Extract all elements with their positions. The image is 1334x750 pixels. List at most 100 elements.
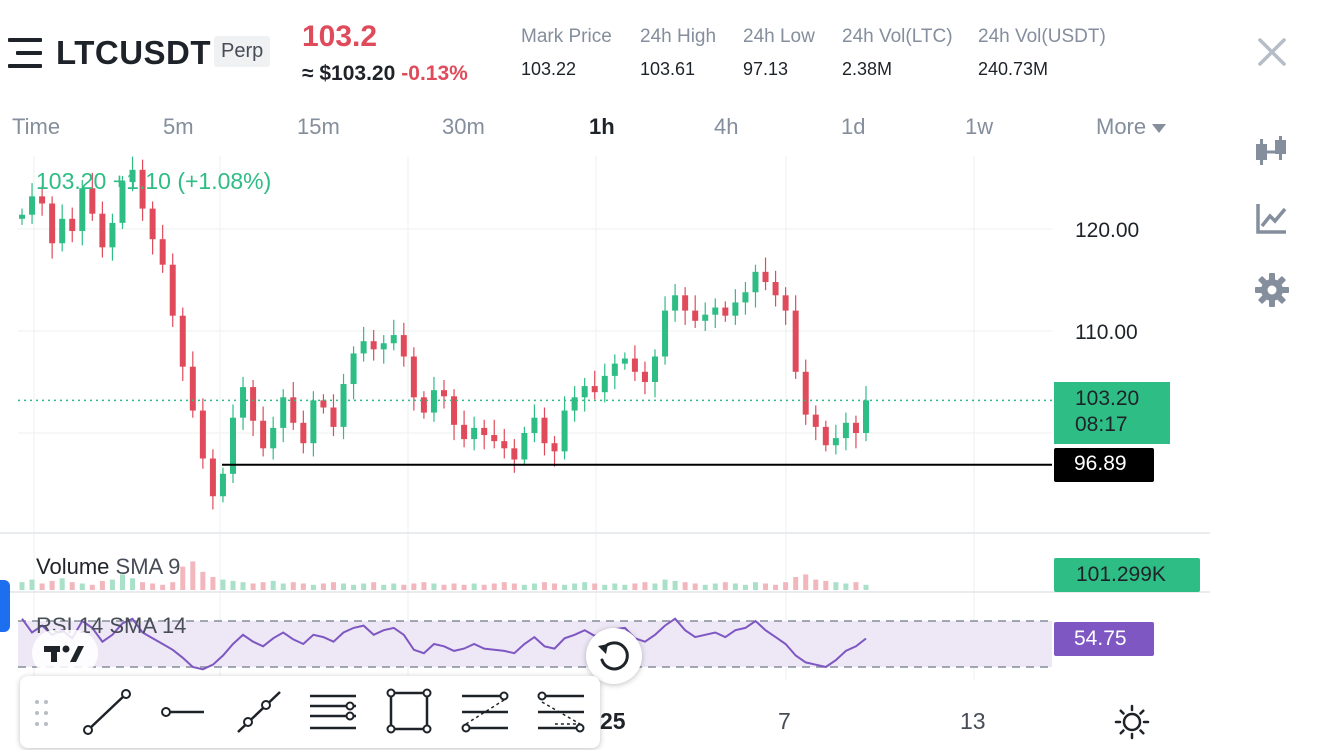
candle-body [370,341,377,350]
reset-chart-button[interactable] [586,628,642,684]
candle-body [591,386,598,393]
gear-icon[interactable] [1252,270,1292,310]
volume-bar [39,583,45,590]
interval-time[interactable]: Time [12,114,61,139]
volume-bar [29,579,35,590]
chart-area[interactable]: 103.20 +1.10 (+1.08%) 120.00 110.00 103.… [0,150,1240,750]
volume-bar [632,583,638,590]
volume-bar [260,582,266,590]
candle-body [682,295,689,311]
volume-bar [190,561,196,590]
volume-indicator-label[interactable]: Volume SMA 9 [36,554,180,580]
menu-icon[interactable] [8,38,42,68]
volume-bar [401,584,407,590]
candle-body [29,196,36,215]
drag-handle-icon[interactable] [32,698,52,728]
ray-tool-icon[interactable] [234,688,284,736]
fib-extension-tool-icon[interactable] [536,688,586,736]
candle-body [129,169,136,183]
interval-1w[interactable]: 1w [965,114,994,139]
interval-4h[interactable]: 4h [714,114,739,139]
interval-1h[interactable]: 1h [589,114,615,139]
candle-body [692,310,699,321]
fib-retracement-tool-icon[interactable] [460,688,510,736]
interval-15m[interactable]: 15m [297,114,340,139]
stat-24h-high: 24h High 103.61 [640,26,716,80]
volume-bar [481,584,487,590]
stat-value: 2.38M [842,59,893,79]
volume-bar [89,584,95,590]
candle-body [631,358,638,372]
volume-bar [220,579,226,590]
candle-body [199,410,206,459]
volume-bar [210,577,216,590]
candle-body [240,387,247,418]
volume-bar [119,574,125,590]
candle-body [541,417,548,444]
volume-bar [572,583,578,590]
left-panel-tab[interactable] [0,580,10,632]
interval-more-button[interactable]: More [1096,114,1167,140]
rsi-band [18,621,1052,667]
parallel-channel-tool-icon[interactable] [308,688,358,736]
volume-bar [722,582,728,590]
candle-body [762,271,769,283]
volume-bar [79,583,85,590]
candle-body [99,213,106,248]
volume-bar [361,583,367,590]
candle-body [551,443,558,452]
volume-bar [682,582,688,590]
candle-body [169,264,176,316]
stat-label: 24h Low [743,26,815,47]
candlestick-settings-icon[interactable] [1252,132,1292,172]
tradingview-logo-icon [44,645,84,662]
drawing-toolbar [20,676,600,748]
candle-body [451,396,458,425]
volume-bar [180,566,186,590]
volume-bar [552,583,558,590]
volume-bar [592,583,598,590]
candlestick-series [19,156,869,510]
volume-bar [642,582,648,590]
current-price-tag: 103.20 08:17 [1054,382,1170,444]
candle-body [652,356,658,382]
indicator-chart-icon[interactable] [1252,200,1292,240]
candle-body [441,390,447,397]
candle-body [511,448,518,460]
candle-body [250,387,257,421]
volume-bar [431,583,437,590]
volume-bar [491,583,497,590]
candle-body [390,335,397,344]
stat-24h-vol-usdt: 24h Vol(USDT) 240.73M [978,26,1106,80]
symbol-title[interactable]: LTCUSDT [56,34,212,71]
interval-5m[interactable]: 5m [163,114,194,139]
volume-bar [541,582,547,590]
reset-icon [598,641,629,671]
candle-body [842,422,849,439]
contract-type-badge: Perp [214,36,271,67]
stat-24h-vol-ltc: 24h Vol(LTC) 2.38M [842,26,953,80]
rectangle-tool-icon[interactable] [384,688,434,736]
volume-bar [501,582,507,590]
volume-bar [471,583,477,590]
candle-body [601,375,608,393]
more-label: More [1096,114,1147,139]
candle-body [672,295,679,311]
interval-1d[interactable]: 1d [841,114,866,139]
volume-bar [250,583,256,590]
candle-body [380,343,387,350]
candle-body [290,397,297,423]
candle-body [641,371,648,382]
trend-line-tool-icon[interactable] [82,688,132,736]
volume-bar [732,583,738,590]
volume-bar [49,580,55,590]
approx-usd-value: ≈ $103.20 [302,62,396,85]
price-chart[interactable] [0,150,1240,750]
interval-30m[interactable]: 30m [442,114,485,139]
horizontal-line-tool-icon[interactable] [158,688,208,736]
candle-body [320,400,327,408]
theme-toggle-icon[interactable] [1114,704,1150,740]
header: LTCUSDT Perp 103.2 ≈ $103.20 -0.13% Mark … [0,0,1334,105]
close-icon[interactable] [1254,34,1290,70]
candle-body [812,414,819,427]
